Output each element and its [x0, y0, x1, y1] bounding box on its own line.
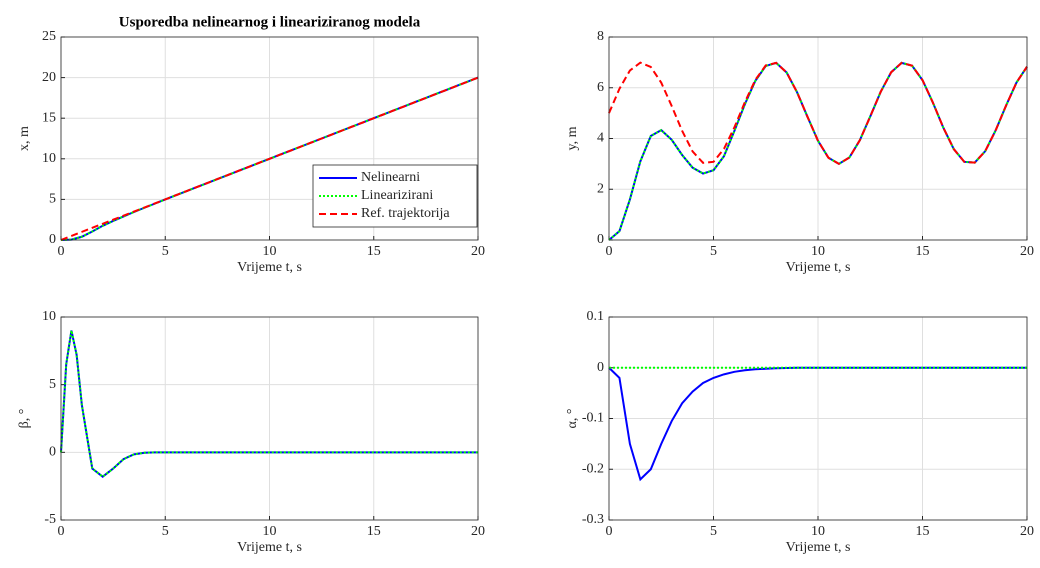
y-tick-label: 6 [597, 80, 604, 95]
series-line [60, 330, 478, 478]
axes-frame [60, 316, 479, 521]
legend-label: Nelinearni [361, 170, 420, 185]
x-tick-label: 15 [916, 524, 930, 539]
y-tick-label: 4 [597, 131, 604, 146]
x-tick-label: 5 [162, 244, 169, 259]
legend-label: Ref. trajektorija [361, 206, 450, 221]
x-tick-label: 10 [263, 524, 277, 539]
y-tick-label: 0 [597, 360, 604, 375]
legend: Nelinearni Linearizirani Ref. trajektorija [312, 164, 478, 228]
x-tick-label: 5 [162, 524, 169, 539]
x-tick-label: 0 [606, 524, 613, 539]
y-tick-label: 8 [597, 29, 604, 44]
x-tick-label: 15 [916, 244, 930, 259]
axes-frame [60, 36, 479, 241]
series-line [608, 61, 1028, 241]
y-tick-label: 10 [42, 151, 56, 166]
x-tick-label: 20 [1020, 244, 1034, 259]
x-tick-label: 5 [710, 244, 717, 259]
y-tick-label: 25 [42, 29, 56, 44]
x-axis-label: Vrijeme t, s [237, 260, 302, 275]
y-tick-label: 0 [49, 232, 56, 247]
y-tick-label: -0.3 [582, 512, 604, 527]
y-tick-label: 15 [42, 110, 56, 125]
x-tick-label: 10 [811, 524, 825, 539]
x-tick-label: 20 [471, 524, 485, 539]
axes-frame [608, 36, 1028, 241]
y-tick-label: 10 [42, 309, 56, 324]
y-axis-label: y, m [565, 126, 580, 150]
x-axis-label: Vrijeme t, s [237, 540, 302, 555]
y-tick-label: 2 [597, 181, 604, 196]
y-tick-label: 0.1 [587, 309, 605, 324]
y-tick-label: -0.2 [582, 461, 604, 476]
y-tick-label: -5 [44, 512, 56, 527]
y-tick-label: 0 [49, 445, 56, 460]
x-tick-label: 10 [263, 244, 277, 259]
y-axis-label: x, m [17, 126, 32, 151]
x-tick-label: 0 [606, 244, 613, 259]
x-axis-label: Vrijeme t, s [786, 540, 851, 555]
y-tick-label: 5 [49, 192, 56, 207]
x-tick-label: 20 [471, 244, 485, 259]
legend-label: Linearizirani [361, 188, 433, 203]
y-tick-label: 5 [49, 377, 56, 392]
series-line [60, 76, 479, 241]
x-tick-label: 15 [367, 244, 381, 259]
y-axis-label: β, ° [17, 409, 32, 429]
series-line [608, 61, 1028, 166]
x-tick-label: 0 [58, 244, 65, 259]
x-tick-label: 20 [1020, 524, 1034, 539]
y-tick-label: 0 [597, 232, 604, 247]
chart-title: Usporedba nelinearnog i lineariziranog m… [119, 14, 421, 30]
y-axis-label: α, ° [565, 409, 580, 429]
x-axis-label: Vrijeme t, s [786, 260, 851, 275]
x-tick-label: 0 [58, 524, 65, 539]
y-tick-label: 20 [42, 70, 56, 85]
x-tick-label: 15 [367, 524, 381, 539]
y-tick-label: -0.1 [582, 411, 604, 426]
x-tick-label: 10 [811, 244, 825, 259]
x-tick-label: 5 [710, 524, 717, 539]
axes-frame [608, 316, 1028, 521]
